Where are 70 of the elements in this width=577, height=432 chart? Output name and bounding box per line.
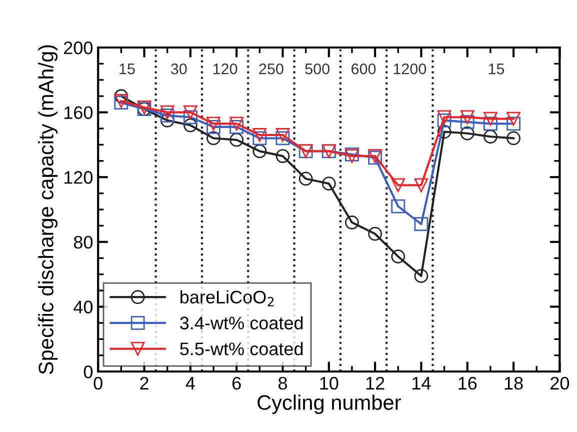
legend-label: 5.5-wt% coated — [180, 342, 303, 356]
legend-label: bareLiCoO$_{2}$ — [180, 290, 274, 306]
annotation: 250 — [259, 63, 284, 74]
annotation: 15 — [488, 64, 504, 74]
x-axis-title: Cycling number — [258, 394, 401, 414]
point — [484, 130, 498, 144]
annotation: 120 — [213, 63, 238, 74]
annotation: 500 — [305, 63, 330, 74]
point — [160, 108, 174, 123]
x-tick-label: 18 — [504, 376, 523, 390]
point — [391, 199, 406, 214]
x-tick-label: 6 — [232, 376, 241, 390]
point — [160, 113, 174, 128]
y-tick-label: 80 — [74, 236, 93, 249]
point — [230, 132, 244, 147]
point — [437, 113, 452, 128]
point — [506, 112, 520, 126]
point — [252, 144, 267, 158]
point — [437, 110, 452, 124]
x-tick-label: 2 — [140, 376, 148, 390]
x-tick-label: 8 — [278, 376, 287, 390]
point — [252, 131, 267, 146]
point — [298, 172, 313, 186]
point — [206, 131, 220, 146]
point — [506, 131, 520, 146]
point — [230, 116, 244, 131]
point — [276, 131, 290, 146]
point — [460, 126, 474, 140]
x-tick-label: 10 — [320, 376, 338, 390]
y-tick-label: 160 — [64, 106, 93, 120]
y-tick-label: 120 — [64, 171, 93, 184]
y-tick-label: 0 — [84, 365, 93, 378]
point — [160, 105, 174, 120]
point — [460, 115, 474, 129]
annotation: 15 — [120, 64, 135, 74]
x-tick-label: 4 — [186, 377, 195, 390]
y-axis-title: Specific discharge capacity (mAh/g) — [38, 45, 58, 374]
y-tick-label: 40 — [74, 300, 93, 314]
annotation: 1200 — [394, 63, 426, 74]
point — [414, 217, 428, 232]
point — [206, 120, 220, 134]
y-tick-label: 200 — [64, 41, 93, 54]
point — [276, 128, 290, 142]
point — [391, 178, 406, 192]
point — [484, 116, 498, 131]
point — [391, 250, 406, 264]
x-tick-label: 12 — [366, 376, 384, 390]
point — [506, 116, 520, 131]
point — [206, 116, 220, 131]
point — [345, 216, 359, 230]
point — [183, 118, 198, 132]
point — [414, 178, 428, 192]
point — [368, 226, 382, 241]
point — [322, 176, 336, 191]
point — [484, 112, 498, 126]
point — [252, 128, 267, 142]
x-tick-label: 0 — [94, 376, 102, 390]
point — [276, 149, 290, 164]
x-tick-label: 16 — [458, 376, 477, 390]
annotation: 600 — [352, 63, 376, 74]
point — [414, 268, 428, 283]
legend-label: 3.4-wt% coated — [180, 316, 303, 330]
point — [183, 110, 198, 124]
point — [230, 120, 244, 134]
x-tick-label: 14 — [412, 377, 431, 390]
point — [460, 110, 474, 124]
point — [437, 124, 452, 139]
x-tick-label: 20 — [550, 376, 570, 390]
annotation: 30 — [170, 63, 187, 74]
point — [183, 105, 198, 120]
